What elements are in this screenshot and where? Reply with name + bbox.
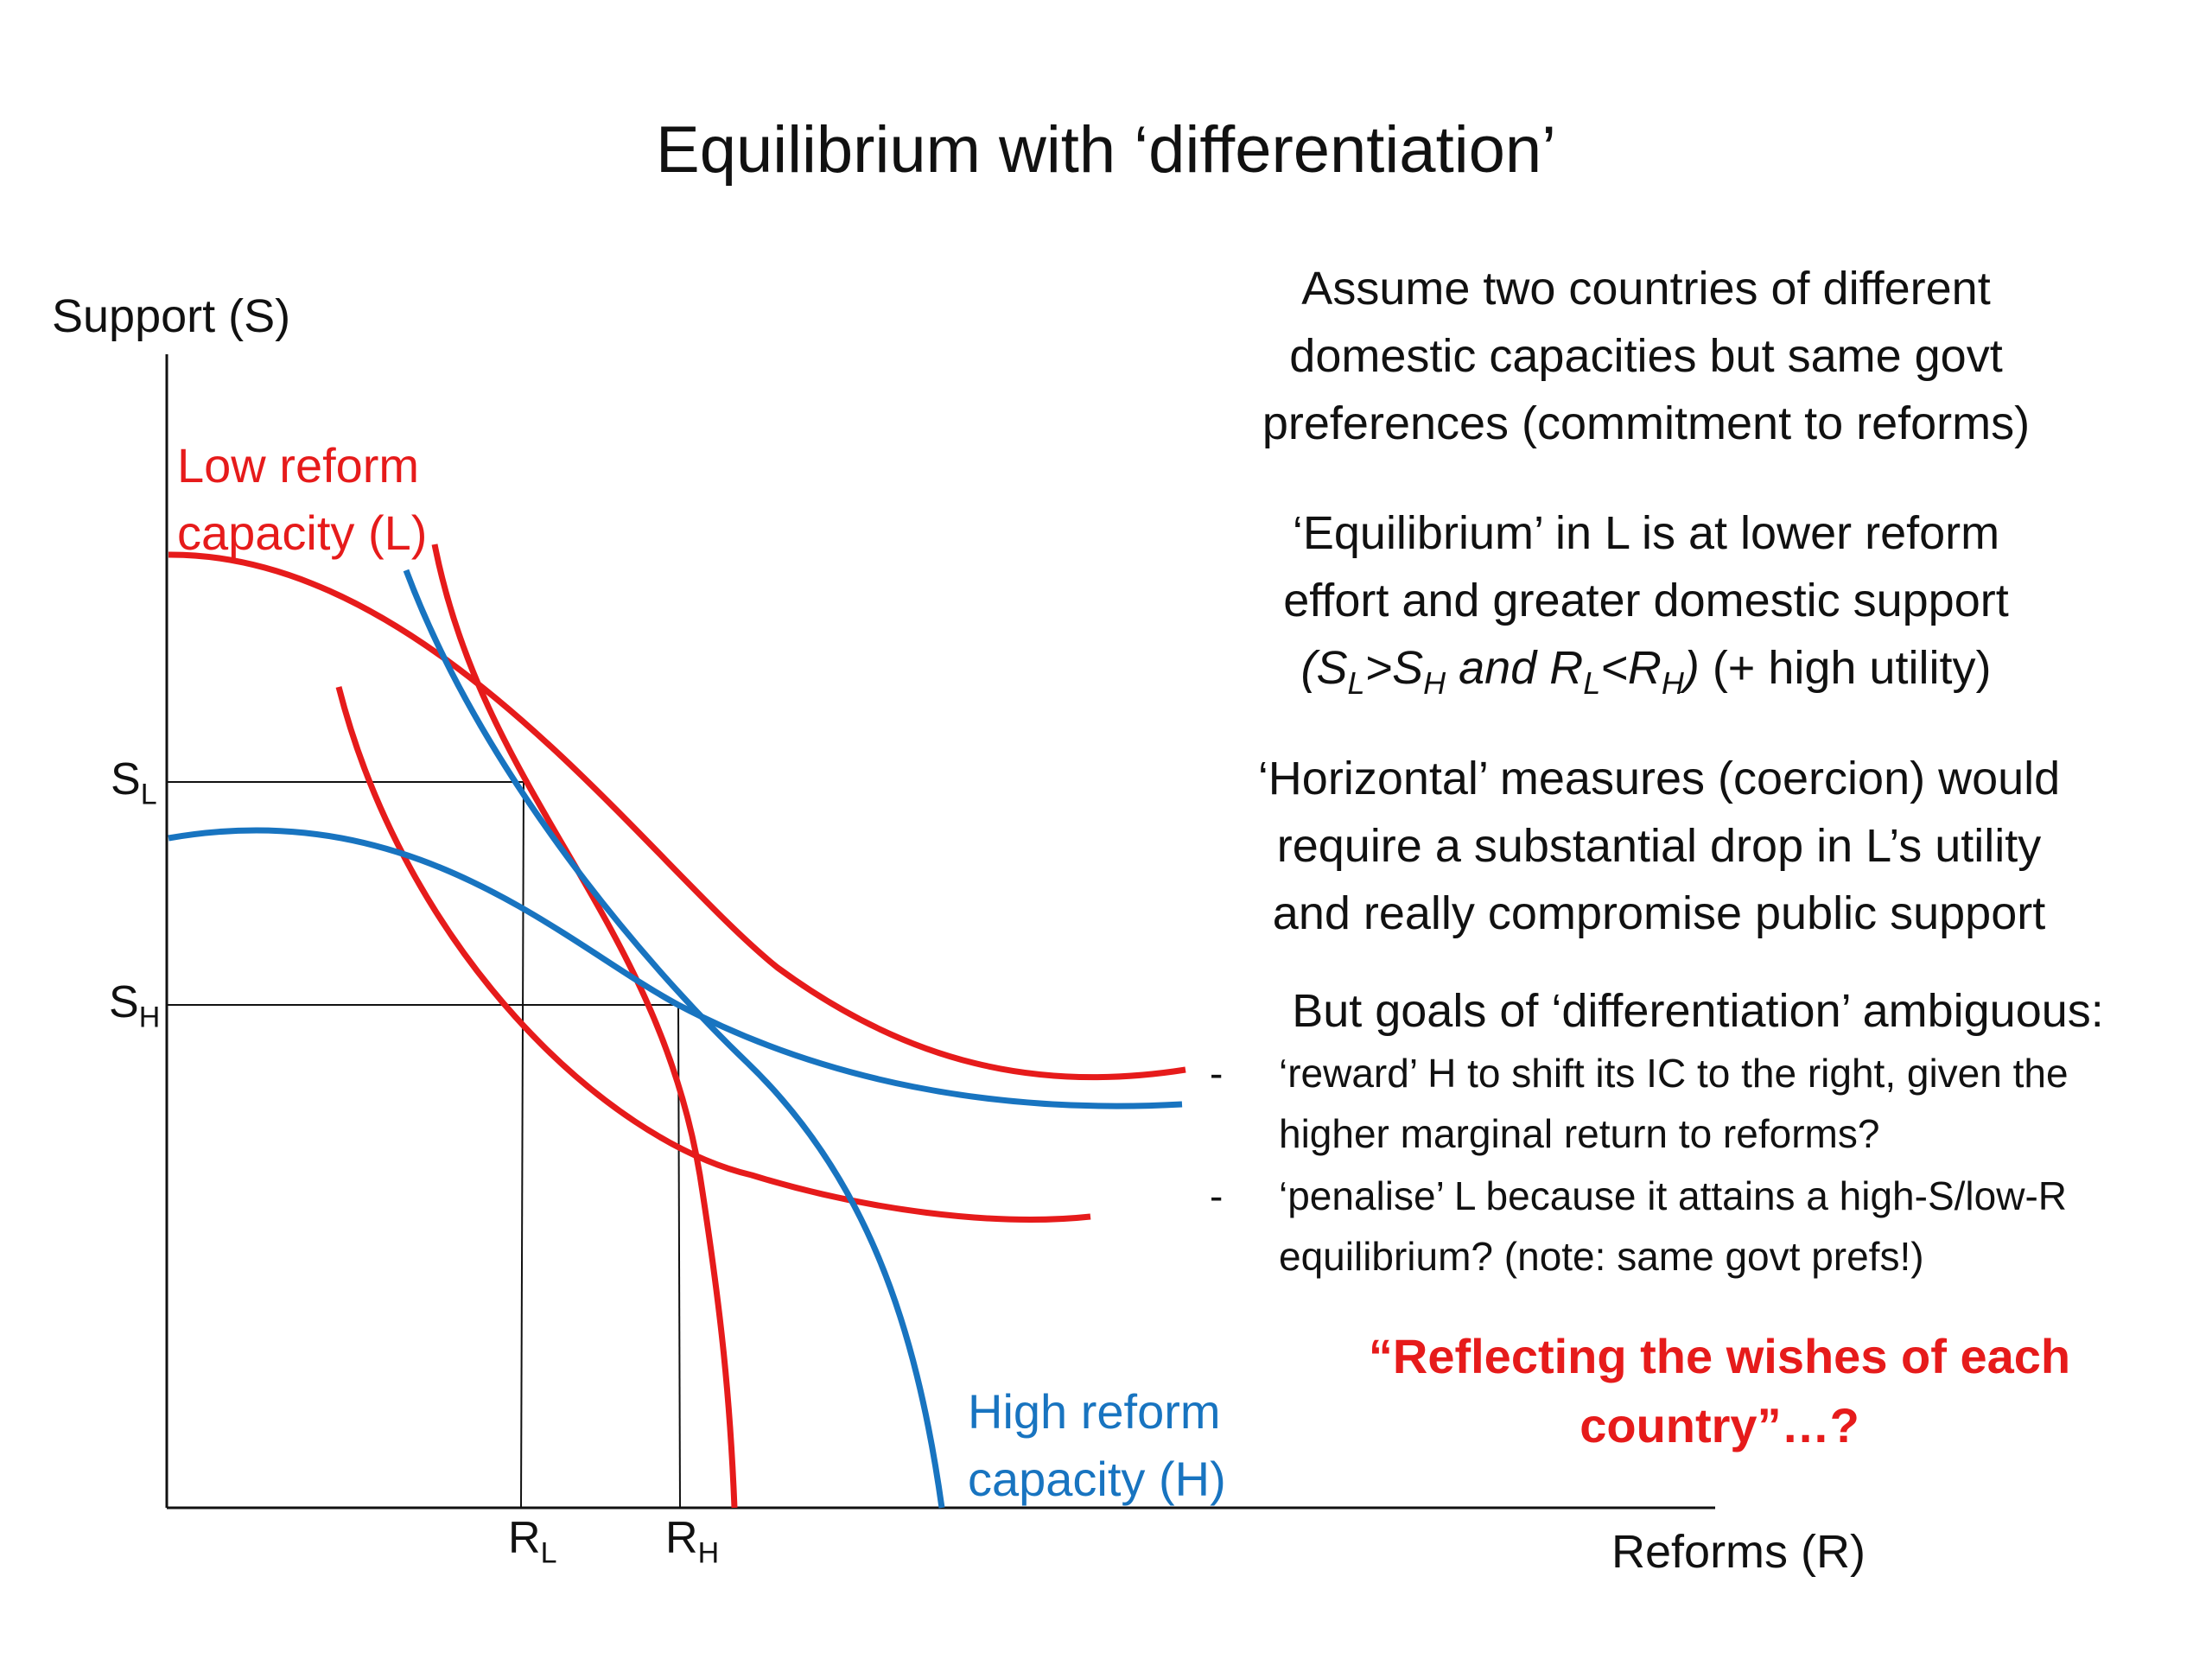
assumption-text: Assume two countries of different domest… [1197,255,2095,457]
goal-bullet-reward: - ‘reward’ H to shift its IC to the righ… [1210,1043,2169,1164]
slide-title: Equilibrium with ‘differentiation’ [656,113,1556,187]
goal-bullet-penalise: - ‘penalise’ L because it attains a high… [1210,1166,2169,1287]
assumption-line1: Assume two countries of different [1301,263,1991,315]
equilibrium-line1: ‘Equilibrium’ in L is at lower reform [1292,507,2000,559]
tick-s-high: SH [109,976,160,1034]
assumption-line2: domestic capacities but same govt [1289,330,2003,382]
horizontal-line3: and really compromise public support [1272,887,2046,939]
low-capacity-label-line2: capacity (L) [177,505,428,560]
tick-s-high-main: S [109,977,139,1027]
tick-s-low: SL [111,753,157,811]
equilibrium-line2: effort and greater domestic support [1283,575,2009,626]
equilibrium-line3: (SL>SH and RL<RH) (+ high utility) [1197,634,2095,717]
tick-r-high-main: R [665,1513,698,1563]
high-capacity-label: High reform capacity (H) [968,1378,1226,1513]
low-capacity-label: Low reform capacity (L) [177,432,427,567]
bullet-dash: - [1210,1051,1224,1096]
y-axis-label: Support (S) [52,290,291,342]
high-capacity-label-line2: capacity (H) [968,1452,1226,1506]
tick-s-high-sub: H [138,1001,161,1034]
tick-r-high: RH [665,1512,719,1570]
assumption-line3: preferences (commitment to reforms) [1262,397,2031,449]
equilibrium-utility-note: (+ high utility) [1699,642,1992,694]
horizontal-measures-text: ‘Horizontal’ measures (coercion) would r… [1179,745,2139,947]
equilibrium-text: ‘Equilibrium’ in L is at lower reform ef… [1197,499,2095,717]
high-capacity-label-line1: High reform [968,1384,1221,1439]
tick-s-low-main: S [111,754,141,804]
closing-quote: “Reflecting the wishes of each country”…… [1368,1329,2071,1452]
low-capacity-label-line1: Low reform [177,438,420,493]
bullet-text: ‘reward’ H to shift its IC to the right,… [1279,1051,2069,1156]
horizontal-line2: require a substantial drop in L’s utilit… [1276,820,2042,872]
guide-r-low [520,781,524,1509]
high-capacity-constraint [403,569,945,1509]
bullet-dash: - [1210,1173,1224,1218]
low-utility-curve-high [168,551,1186,1081]
tick-r-low-sub: L [540,1536,557,1570]
high-utility-curve [168,827,1183,1109]
tick-r-low-main: R [508,1513,541,1563]
goals-heading: But goals of ‘differentiation’ ambiguous… [1292,985,2104,1037]
horizontal-line1: ‘Horizontal’ measures (coercion) would [1257,753,2061,804]
tick-s-low-sub: L [140,778,157,811]
equilibrium-inequality: (SL>SH and RL<RH) [1300,642,1700,701]
low-utility-curve-low [335,686,1091,1223]
x-axis-label: Reforms (R) [1611,1526,1866,1578]
tick-r-high-sub: H [697,1536,720,1570]
bullet-text: ‘penalise’ L because it attains a high-S… [1279,1173,2067,1279]
tick-r-low: RL [508,1512,556,1570]
goals-text: But goals of ‘differentiation’ ambiguous… [1210,981,2169,1287]
low-capacity-constraint [431,543,738,1509]
